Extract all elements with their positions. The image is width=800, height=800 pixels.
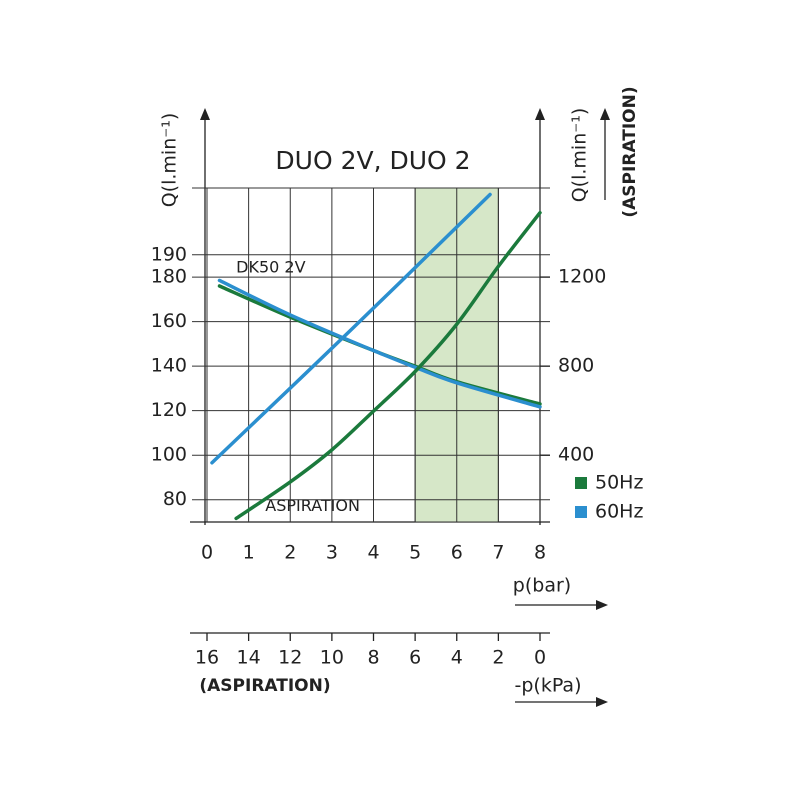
x-tick-label: 3 bbox=[326, 542, 338, 564]
x-tick-label: 2 bbox=[284, 542, 296, 564]
x2-axis-note: (ASPIRATION) bbox=[199, 676, 330, 696]
y-tick-label: 160 bbox=[151, 310, 187, 332]
x2-tick-label: 6 bbox=[409, 647, 421, 669]
arrows bbox=[190, 108, 610, 707]
y2-axis-label: Q(l.min⁻¹) bbox=[569, 108, 591, 203]
x2-tick-label: 10 bbox=[320, 647, 344, 669]
x2-axis-label: -p(kPa) bbox=[515, 675, 582, 697]
legend-swatch bbox=[575, 506, 587, 518]
series-line bbox=[234, 210, 542, 521]
y-tick-label: 180 bbox=[151, 266, 187, 288]
y2-tick-label: 400 bbox=[558, 444, 594, 466]
plot-background bbox=[192, 187, 550, 523]
x2-tick-label: 12 bbox=[278, 647, 302, 669]
x2-tick-label: 0 bbox=[534, 647, 546, 669]
y-tick-label: 190 bbox=[151, 243, 187, 265]
x-tick-label: 5 bbox=[409, 542, 421, 564]
x2-tick-label: 16 bbox=[195, 647, 219, 669]
y2-axis-note: (ASPIRATION) bbox=[620, 86, 640, 217]
x2-tick-label: 14 bbox=[237, 647, 261, 669]
x-tick-label: 7 bbox=[492, 542, 504, 564]
x-axis-label: p(bar) bbox=[513, 575, 571, 597]
legend-label: 50Hz bbox=[595, 472, 643, 494]
y-tick-label: 140 bbox=[151, 355, 187, 377]
series-line bbox=[210, 192, 492, 465]
x2-tick-label: 2 bbox=[492, 647, 504, 669]
y2-tick-label: 1200 bbox=[558, 266, 606, 288]
y-tick-label: 80 bbox=[163, 488, 187, 510]
legend-label: 60Hz bbox=[595, 501, 643, 523]
x2-tick-label: 8 bbox=[367, 647, 379, 669]
y-tick-label: 100 bbox=[151, 444, 187, 466]
annotation: ASPIRATION bbox=[265, 496, 360, 515]
x2-tick-label: 4 bbox=[451, 647, 463, 669]
x-tick-label: 1 bbox=[243, 542, 255, 564]
x-tick-label: 8 bbox=[534, 542, 546, 564]
chart-title: DUO 2V, DUO 2 bbox=[275, 146, 470, 175]
series-line bbox=[217, 278, 542, 409]
legend-swatch bbox=[575, 477, 587, 489]
x-tick-label: 6 bbox=[451, 542, 463, 564]
y-tick-label: 120 bbox=[151, 399, 187, 421]
y2-tick-label: 800 bbox=[558, 355, 594, 377]
x-tick-label: 0 bbox=[201, 542, 213, 564]
annotation: DK50 2V bbox=[236, 258, 305, 277]
x-tick-label: 4 bbox=[367, 542, 379, 564]
y-axis-label: Q(l.min⁻¹) bbox=[159, 113, 181, 208]
